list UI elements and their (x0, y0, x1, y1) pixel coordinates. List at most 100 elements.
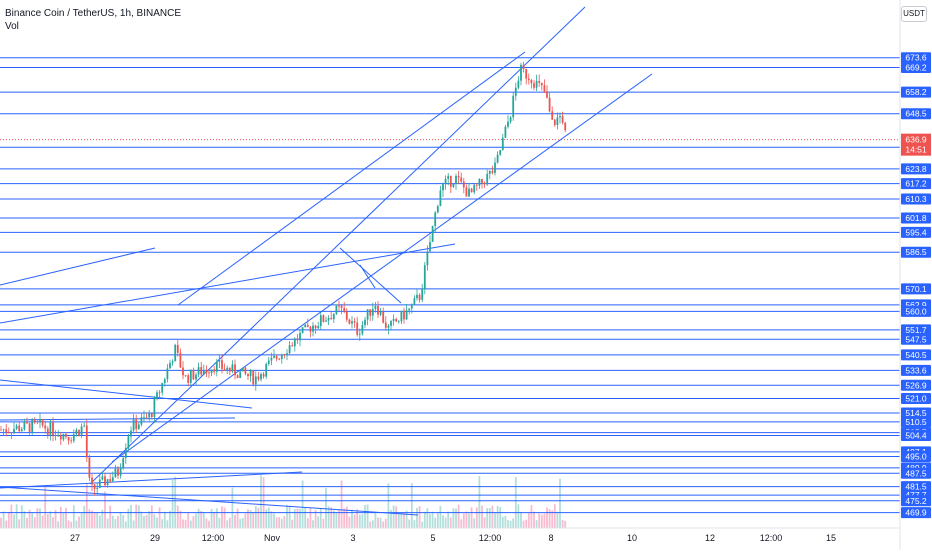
price-label[interactable]: 610.3 (901, 193, 931, 205)
time-tick-label: 12 (705, 533, 715, 543)
price-label[interactable]: 495.0 (901, 451, 931, 463)
trend-line[interactable] (111, 73, 653, 463)
volume-bar (533, 511, 535, 528)
volume-bar (127, 508, 130, 528)
trend-line[interactable] (0, 379, 253, 409)
trend-line[interactable] (0, 417, 236, 421)
price-label[interactable]: 481.5 (901, 481, 931, 493)
volume-bar (195, 513, 197, 528)
volume-bar (530, 505, 533, 528)
price-label[interactable]: 570.1 (901, 283, 931, 295)
candle (59, 432, 62, 445)
trend-line[interactable] (0, 247, 156, 286)
volume-bar (218, 517, 221, 528)
trend-line[interactable] (0, 243, 456, 324)
price-label[interactable]: 510.5 (901, 416, 931, 428)
candle (150, 412, 153, 420)
price-label[interactable]: 648.5 (901, 108, 931, 120)
candle-body (538, 80, 541, 83)
candle-body (0, 429, 2, 431)
price-axis[interactable]: 673.6669.2658.2648.5633.5623.8617.2610.3… (899, 0, 932, 550)
candle (301, 327, 304, 334)
candle (67, 436, 70, 445)
candle-body (387, 325, 390, 328)
price-label[interactable]: 487.5 (901, 467, 931, 479)
time-axis[interactable]: 27 29 12:00 Nov 3 5 12:00 8 10 12 12:00 15 (0, 527, 900, 543)
price-label[interactable]: 533.6 (901, 364, 931, 376)
candle-body (429, 242, 431, 252)
candle-body (96, 487, 99, 490)
candle (270, 352, 273, 366)
price-label[interactable]: 504.4 (901, 430, 931, 442)
volume-bar (325, 487, 327, 528)
candle (91, 473, 93, 492)
candle (195, 372, 197, 385)
price-label[interactable]: 475.2 (901, 495, 931, 507)
currency-badge[interactable]: USDT (901, 6, 927, 22)
price-label[interactable]: 623.8 (901, 163, 931, 175)
candle (124, 443, 127, 464)
trend-lines[interactable] (0, 6, 653, 516)
candle (462, 177, 465, 194)
candle (413, 295, 416, 305)
volume-bar (244, 513, 247, 528)
trend-line[interactable] (89, 6, 586, 485)
candle (488, 170, 491, 180)
trend-line[interactable] (177, 51, 526, 306)
volume-bar (67, 520, 70, 528)
volume-bar (296, 508, 299, 528)
price-label[interactable]: 595.4 (901, 226, 931, 238)
candle (171, 359, 174, 366)
price-label[interactable]: 673.6 (901, 52, 931, 64)
volume-bar (418, 506, 421, 528)
price-label[interactable]: 514.5 (901, 407, 931, 419)
candle (384, 316, 387, 331)
candle (39, 412, 41, 429)
price-label-bg (901, 52, 931, 64)
price-label[interactable]: 658.2 (901, 86, 931, 98)
volume-bar (104, 491, 106, 528)
candle-body (483, 182, 486, 185)
price-label[interactable]: 526.9 (901, 379, 931, 391)
trend-line[interactable] (0, 471, 303, 489)
price-label[interactable]: 669.2 (901, 62, 931, 74)
price-label[interactable]: 617.2 (901, 178, 931, 190)
volume-bar (31, 513, 34, 528)
candle (83, 422, 86, 428)
price-label[interactable]: 469.9 (901, 507, 931, 519)
candle-body (504, 126, 507, 138)
candle (439, 185, 442, 207)
volume-bar (364, 505, 366, 528)
trend-line[interactable] (359, 264, 376, 289)
price-label[interactable]: 551.7 (901, 324, 931, 336)
candle-body (13, 428, 15, 433)
price-label[interactable]: 601.8 (901, 212, 931, 224)
price-label[interactable]: 560.0 (901, 305, 931, 317)
candle (254, 371, 257, 391)
price-label-bg (901, 226, 931, 238)
trend-line[interactable] (339, 247, 402, 304)
price-label[interactable]: 540.5 (901, 349, 931, 361)
candle-body (353, 321, 356, 323)
candle (475, 183, 478, 191)
volume-bar (260, 475, 262, 528)
volume-bar (538, 513, 541, 528)
candle-body (221, 360, 223, 369)
volume-bar (330, 507, 333, 528)
candle (161, 382, 164, 396)
horizontal-lines[interactable] (0, 57, 900, 514)
candle-body (442, 184, 444, 191)
volume-bar (75, 520, 78, 528)
trend-line[interactable] (0, 486, 419, 516)
candle (530, 78, 533, 89)
price-label[interactable]: 586.5 (901, 246, 931, 258)
price-label[interactable]: 521.0 (901, 392, 931, 404)
price-label[interactable]: 547.5 (901, 333, 931, 345)
volume-bar (122, 514, 125, 528)
candle (317, 321, 320, 330)
candle-body (468, 188, 470, 197)
price-label-bg (901, 451, 931, 463)
last-price-label[interactable]: 636.914:51 (901, 133, 931, 156)
